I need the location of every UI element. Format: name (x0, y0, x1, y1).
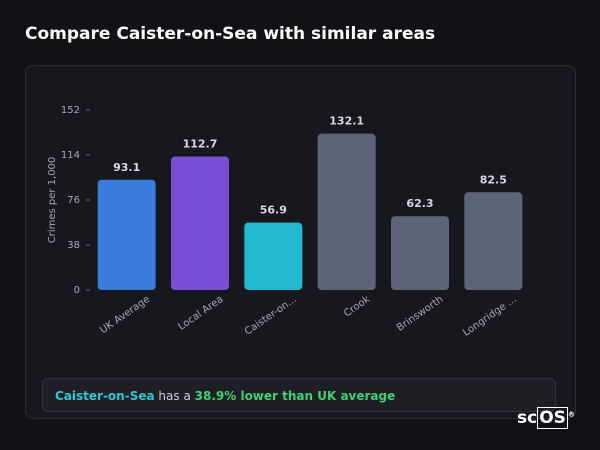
x-tick-label: Crook (342, 294, 372, 320)
value-label: 82.5 (480, 173, 507, 186)
bar (244, 222, 303, 290)
value-label: 62.3 (406, 197, 433, 210)
summary-box: Caister-on-Sea has a 38.9% lower than UK… (42, 378, 556, 412)
value-label: 112.7 (183, 138, 218, 151)
x-tick-label: Local Area (176, 294, 225, 333)
value-label: 93.1 (113, 161, 140, 174)
x-tick-label: UK Average (98, 294, 152, 336)
summary-result: 38.9% lower than UK average (194, 389, 396, 403)
x-tick-label: Caister-on... (243, 294, 299, 338)
x-tick-label: Longridge ... (461, 294, 519, 339)
logo-mark: ® (567, 410, 575, 419)
bar (97, 179, 156, 290)
y-axis-label: Crimes per 1,000 (47, 157, 58, 244)
logo-text: sc (517, 408, 538, 428)
logo-box-text: OS (537, 407, 568, 429)
value-label: 56.9 (260, 204, 287, 217)
y-tick-label: 0 (74, 285, 80, 296)
area-name: Caister-on-Sea (55, 389, 155, 403)
y-tick-label: 38 (67, 240, 80, 251)
value-label: 132.1 (329, 115, 364, 128)
y-tick-label: 76 (67, 195, 80, 206)
bar (391, 216, 449, 290)
bar (464, 192, 523, 290)
page-title: Compare Caister-on-Sea with similar area… (25, 24, 436, 44)
bar (317, 133, 376, 290)
summary-connector: has a (158, 389, 191, 403)
logo: sc OS ® (517, 407, 575, 429)
y-tick-label: 114 (61, 150, 80, 161)
x-tick-label: Brinsworth (395, 294, 446, 334)
bar (171, 156, 229, 290)
y-tick-label: 152 (61, 105, 80, 116)
